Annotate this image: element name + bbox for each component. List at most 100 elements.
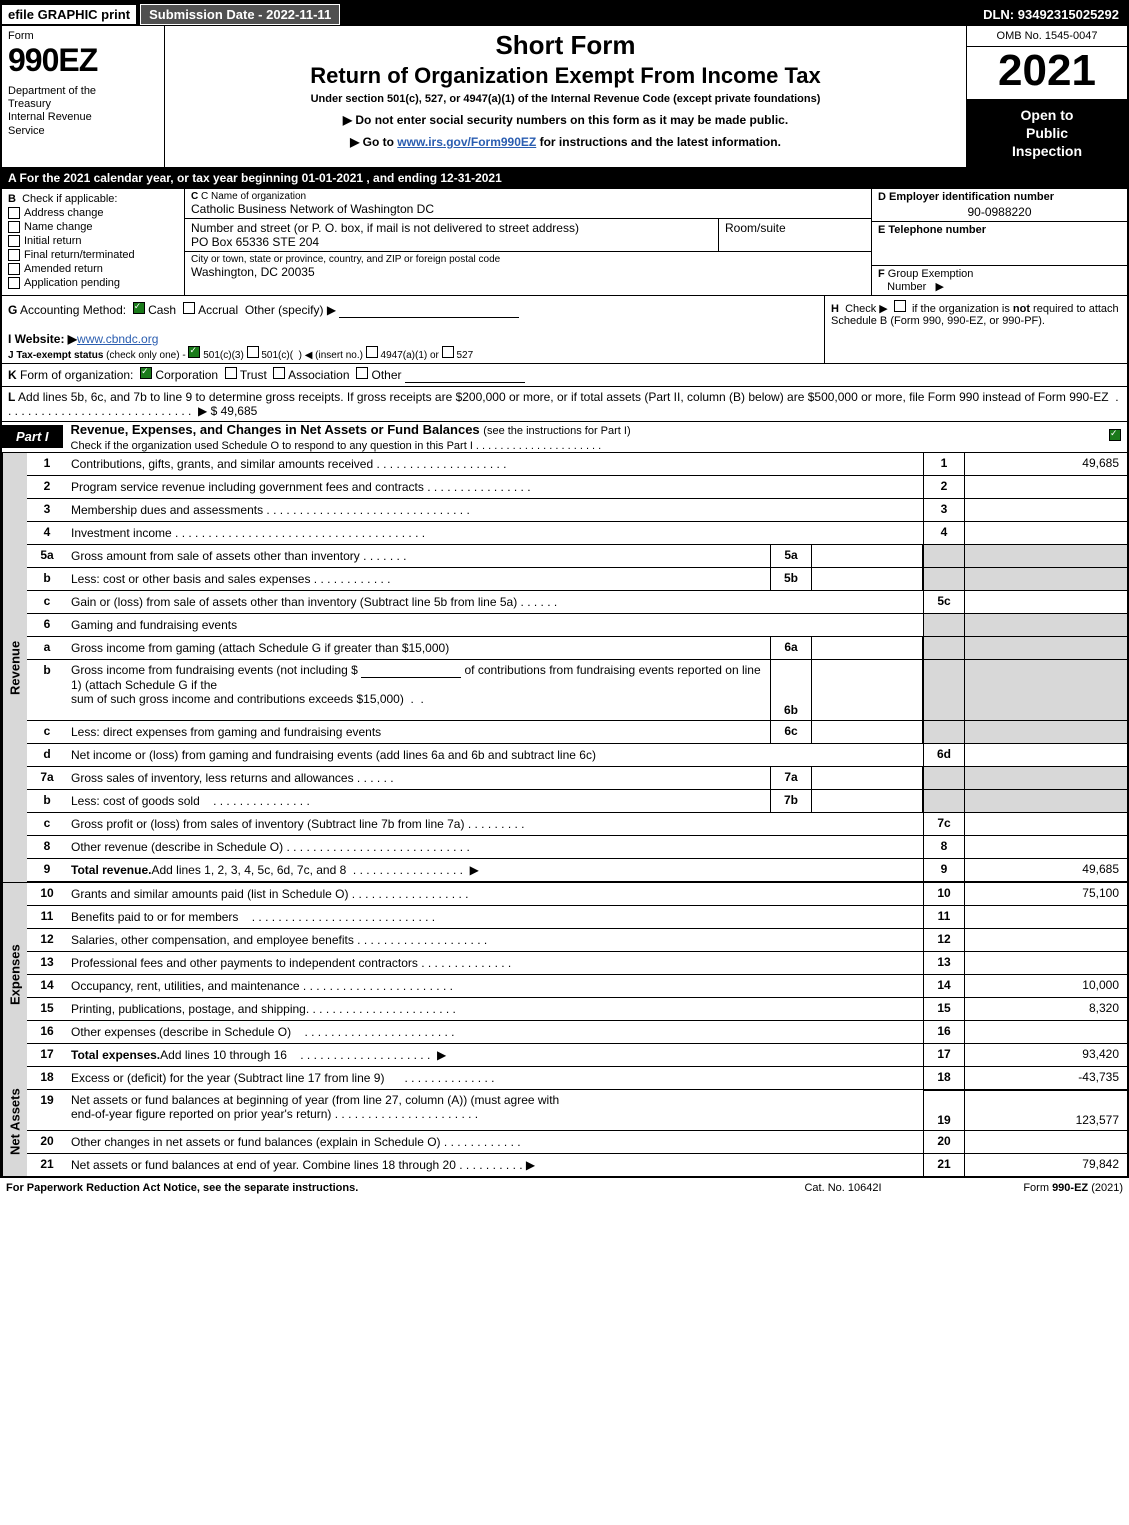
checkbox-checked-icon xyxy=(133,302,145,314)
box-c: C C Name of organization Catholic Busine… xyxy=(185,189,871,295)
dept-treasury: Department of theTreasuryInternal Revenu… xyxy=(8,85,158,138)
instruction-ssn: ▶ Do not enter social security numbers o… xyxy=(173,113,958,127)
street-row: Number and street (or P. O. box, if mail… xyxy=(185,219,871,252)
line-17: 17 Total expenses. Add lines 10 through … xyxy=(27,1044,1127,1067)
chk-application-pending[interactable]: Application pending xyxy=(8,277,178,289)
line-16: 16 Other expenses (describe in Schedule … xyxy=(27,1021,1127,1044)
checkbox-icon xyxy=(442,346,454,358)
chk-final-return[interactable]: Final return/terminated xyxy=(8,249,178,261)
website-link[interactable]: www.cbndc.org xyxy=(77,332,158,346)
checkbox-checked-icon xyxy=(140,367,152,379)
submission-date-button[interactable]: Submission Date - 2022-11-11 xyxy=(140,4,340,25)
org-name-cell: C C Name of organization Catholic Busine… xyxy=(185,189,871,219)
box-b-header: B Check if applicable: xyxy=(8,193,178,205)
checkbox-icon xyxy=(247,346,259,358)
line-19-amount: 123,577 xyxy=(964,1090,1127,1130)
other-specify-line xyxy=(339,303,519,318)
chk-initial-return[interactable]: Initial return xyxy=(8,235,178,247)
under-section: Under section 501(c), 527, or 4947(a)(1)… xyxy=(173,93,958,105)
checkbox-icon xyxy=(356,367,368,379)
checkbox-icon xyxy=(8,221,20,233)
row-k: K Form of organization: Corporation Trus… xyxy=(2,364,1127,387)
row-j: J Tax-exempt status (check only one) - 5… xyxy=(8,350,473,361)
city-cell: City or town, state or province, country… xyxy=(185,252,871,281)
header-left: Form 990EZ Department of theTreasuryInte… xyxy=(2,26,165,167)
chk-amended-return[interactable]: Amended return xyxy=(8,263,178,275)
line-18-amount: -43,735 xyxy=(964,1067,1127,1089)
page-footer: For Paperwork Reduction Act Notice, see … xyxy=(0,1178,1129,1198)
line-5a: 5a Gross amount from sale of assets othe… xyxy=(27,545,1127,568)
short-form-title: Short Form xyxy=(173,30,958,61)
header-center: Short Form Return of Organization Exempt… xyxy=(165,26,966,167)
checkbox-icon xyxy=(273,367,285,379)
efile-label: efile GRAPHIC print xyxy=(8,7,130,22)
line-6b: b Gross income from fundraising events (… xyxy=(27,660,1127,721)
net-assets-body: 18 Excess or (deficit) for the year (Sub… xyxy=(27,1067,1127,1176)
line-2: 2 Program service revenue including gove… xyxy=(27,476,1127,499)
box-d: D Employer identification number 90-0988… xyxy=(872,189,1127,222)
line-5b: b Less: cost or other basis and sales ex… xyxy=(27,568,1127,591)
row-a-tax-year: A For the 2021 calendar year, or tax yea… xyxy=(2,168,1127,189)
top-bar: efile GRAPHIC print Submission Date - 20… xyxy=(2,2,1127,26)
line-12: 12 Salaries, other compensation, and emp… xyxy=(27,929,1127,952)
checkbox-icon xyxy=(183,302,195,314)
part-1-header: Part I Revenue, Expenses, and Changes in… xyxy=(2,422,1127,453)
checkbox-checked-icon xyxy=(188,346,200,358)
street-cell: Number and street (or P. O. box, if mail… xyxy=(185,219,719,251)
part-1-title: Revenue, Expenses, and Changes in Net As… xyxy=(63,422,1103,452)
row-gh: G Accounting Method: Cash Accrual Other … xyxy=(2,296,1127,364)
box-e-label: E Telephone number xyxy=(878,224,986,236)
irs-link[interactable]: www.irs.gov/Form990EZ xyxy=(397,135,536,149)
expenses-body: 10 Grants and similar amounts paid (list… xyxy=(27,883,1127,1067)
line-15-amount: 8,320 xyxy=(964,998,1127,1020)
line-21-amount: 79,842 xyxy=(964,1154,1127,1176)
box-h: H Check ▶ if the organization is not req… xyxy=(824,296,1127,363)
line-3: 3 Membership dues and assessments . . . … xyxy=(27,499,1127,522)
form-code: 990EZ xyxy=(8,42,158,79)
org-name-label: C C Name of organization xyxy=(191,191,865,202)
box-d-label: D Employer identification number xyxy=(878,191,1054,203)
checkbox-icon xyxy=(8,263,20,275)
checkbox-icon xyxy=(8,235,20,247)
instruction-goto: ▶ Go to www.irs.gov/Form990EZ for instru… xyxy=(173,135,958,149)
form-word: Form xyxy=(8,30,158,42)
footer-right: Form 990-EZ (2021) xyxy=(943,1182,1123,1194)
form-title: Return of Organization Exempt From Incom… xyxy=(173,63,958,89)
line-10: 10 Grants and similar amounts paid (list… xyxy=(27,883,1127,906)
gross-receipts: 49,685 xyxy=(221,404,258,418)
chk-name-change[interactable]: Name change xyxy=(8,221,178,233)
line-15: 15 Printing, publications, postage, and … xyxy=(27,998,1127,1021)
checkbox-icon xyxy=(8,249,20,261)
line-17-amount: 93,420 xyxy=(964,1044,1127,1066)
line-1-amount: 49,685 xyxy=(964,453,1127,475)
box-f: F Group Exemption Number ▶ xyxy=(872,265,1127,295)
form-990ez-page: efile GRAPHIC print Submission Date - 20… xyxy=(0,0,1129,1178)
line-9-amount: 49,685 xyxy=(964,859,1127,881)
suite-cell: Room/suite xyxy=(719,219,871,251)
omb-number: OMB No. 1545-0047 xyxy=(967,26,1127,47)
line-6: 6 Gaming and fundraising events xyxy=(27,614,1127,637)
checkbox-icon xyxy=(894,300,906,312)
line-9: 9 Total revenue. Add lines 1, 2, 3, 4, 5… xyxy=(27,859,1127,882)
footer-center: Cat. No. 10642I xyxy=(743,1182,943,1194)
efile-graphic-print-button[interactable]: efile GRAPHIC print xyxy=(2,5,136,24)
part-1-check-line: Check if the organization used Schedule … xyxy=(71,440,602,452)
chk-address-change[interactable]: Address change xyxy=(8,207,178,219)
box-e: E Telephone number xyxy=(872,222,1127,265)
box-g: G Accounting Method: Cash Accrual Other … xyxy=(2,296,824,363)
revenue-body: 1 Contributions, gifts, grants, and simi… xyxy=(27,453,1127,882)
line-10-amount: 75,100 xyxy=(964,883,1127,905)
checkbox-icon xyxy=(8,207,20,219)
dln-display: DLN: 93492315025292 xyxy=(983,7,1127,22)
open-to-public: Open toPublicInspection xyxy=(967,100,1127,167)
ein-value: 90-0988220 xyxy=(878,205,1121,219)
line-21: 21 Net assets or fund balances at end of… xyxy=(27,1154,1127,1176)
checkbox-icon xyxy=(366,346,378,358)
revenue-side-label: Revenue xyxy=(2,453,27,882)
line-20: 20 Other changes in net assets or fund b… xyxy=(27,1131,1127,1154)
net-assets-section: Net Assets 18 Excess or (deficit) for th… xyxy=(2,1067,1127,1176)
line-6d: d Net income or (loss) from gaming and f… xyxy=(27,744,1127,767)
line-6c: c Less: direct expenses from gaming and … xyxy=(27,721,1127,744)
line-19: 19 Net assets or fund balances at beginn… xyxy=(27,1090,1127,1131)
part-1-checkbox[interactable] xyxy=(1103,429,1127,444)
